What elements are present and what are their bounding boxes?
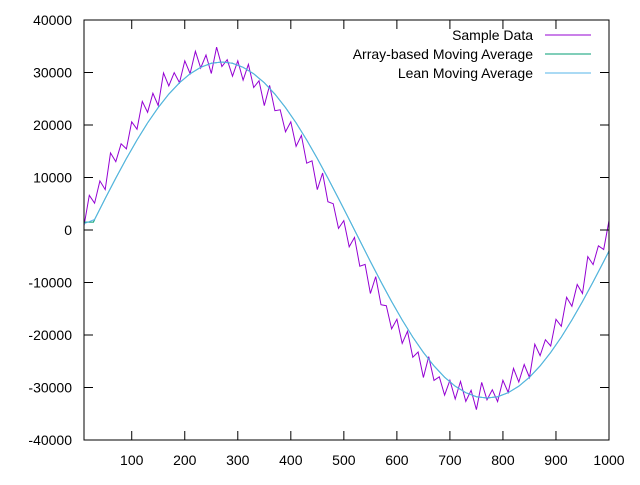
x-tick-label: 600: [385, 452, 409, 468]
x-tick-label: 300: [226, 452, 250, 468]
y-tick-label: -10000: [28, 275, 72, 291]
x-tick-label: 500: [332, 452, 356, 468]
x-tick-label: 700: [438, 452, 462, 468]
y-tick-label: -20000: [28, 327, 72, 343]
y-tick-label: 40000: [33, 12, 72, 28]
legend: Sample Data Array-based Moving Average Lea…: [353, 27, 591, 81]
series-line-3: [83, 61, 610, 399]
y-tick-label: -40000: [28, 432, 72, 448]
x-tick-label: 400: [279, 452, 303, 468]
y-tick-label: 30000: [33, 65, 72, 81]
y-tick-label: 10000: [33, 170, 72, 186]
axes-layer: -40000 -30000 -20000 -10000 0 10000 20000 30000…: [28, 12, 624, 468]
y-tick-label: 0: [64, 222, 72, 238]
x-tick-label: 100: [120, 452, 144, 468]
x-tick-label: 200: [173, 452, 197, 468]
series-line-2: [84, 61, 610, 399]
x-tick-label: 1000: [593, 452, 624, 468]
x-tick-label: 800: [491, 452, 515, 468]
series-layer: [83, 46, 610, 410]
legend-label: Sample Data: [452, 27, 533, 43]
y-tick-label: -30000: [28, 380, 72, 396]
series-line-1: [83, 46, 610, 410]
legend-label: Array-based Moving Average: [353, 46, 533, 62]
x-tick-label: 900: [544, 452, 568, 468]
legend-label: Lean Moving Average: [398, 65, 533, 81]
y-tick-label: 20000: [33, 117, 72, 133]
